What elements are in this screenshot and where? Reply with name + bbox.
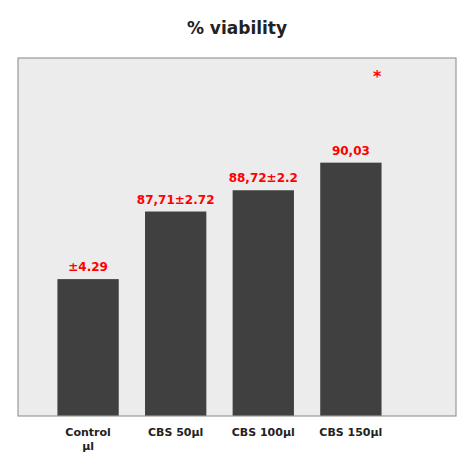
bars	[57, 163, 381, 416]
bar	[320, 163, 381, 416]
tick-label: Controlμl	[65, 426, 110, 453]
tick-label: CBS 150μl	[319, 426, 382, 439]
annotation: *	[373, 67, 382, 86]
tick-label: CBS 50μl	[148, 426, 203, 439]
frame	[18, 58, 456, 416]
annotation: 88,72±2.2	[229, 171, 298, 185]
tick-label: CBS 100μl	[232, 426, 295, 439]
plot-area	[18, 58, 456, 416]
annotation: 87,71±2.72	[137, 193, 215, 207]
bar	[145, 212, 206, 416]
bar	[57, 279, 118, 416]
annotation: 90,03	[332, 144, 370, 158]
title: % viability	[187, 18, 287, 38]
chart: % viability ±4.29 87,71±2.72 88,72±2.2 90,03…	[0, 0, 474, 474]
annotation: ±4.29	[68, 260, 108, 274]
bar	[233, 190, 294, 416]
